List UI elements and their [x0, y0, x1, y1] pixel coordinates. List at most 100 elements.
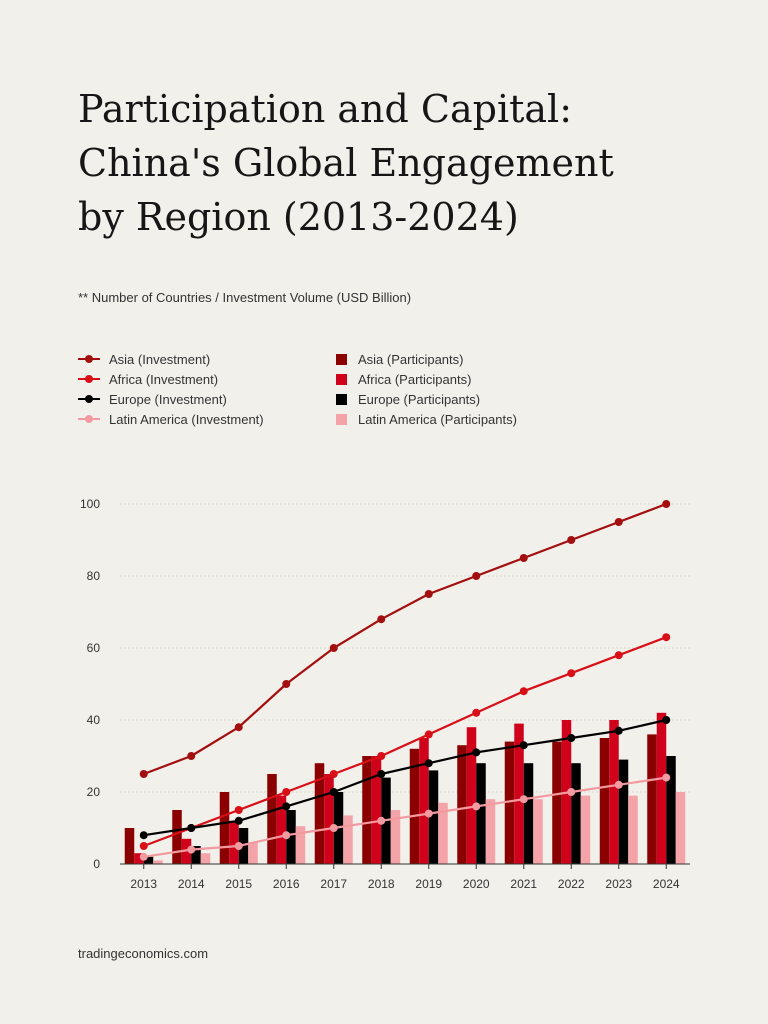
bar: [514, 723, 524, 864]
bar: [371, 756, 382, 864]
data-point: [519, 741, 528, 750]
bar: [153, 860, 163, 864]
legend-bars: Asia (Participants) Africa (Participants…: [336, 349, 517, 429]
series-line: [143, 776, 667, 858]
title-line-2: China's Global Engagement: [78, 141, 614, 185]
data-point: [662, 716, 671, 724]
bar: [200, 853, 211, 864]
line-marker-icon: [78, 415, 100, 423]
legend-item-africa-participants[interactable]: Africa (Participants): [336, 369, 517, 389]
bar: [428, 770, 439, 864]
data-point: [282, 831, 291, 840]
legend-item-asia-investment[interactable]: Asia (Investment): [78, 349, 264, 369]
line-marker-icon: [78, 355, 100, 363]
title-line-1: Participation and Capital:: [78, 87, 572, 131]
bar: [533, 799, 543, 864]
bar: [229, 820, 239, 864]
data-point: [519, 795, 528, 804]
bar: [343, 815, 353, 864]
data-point: [424, 730, 433, 739]
bar: [523, 763, 534, 864]
title-line-3: by Region (2013-2024): [78, 195, 519, 239]
data-point: [377, 752, 386, 760]
y-tick-label: 40: [87, 713, 101, 727]
data-point: [472, 748, 481, 757]
legend-item-europe-participants[interactable]: Europe (Participants): [336, 389, 517, 409]
bar: [476, 763, 486, 864]
data-point: [472, 572, 481, 580]
bar: [666, 756, 676, 864]
line-series-group: [139, 500, 671, 861]
legend-lines: Asia (Investment) Africa (Investment) Eu…: [78, 349, 264, 429]
data-point: [614, 780, 623, 789]
data-point: [139, 770, 148, 778]
bar: [419, 738, 429, 864]
square-swatch-icon: [336, 393, 347, 405]
data-point: [377, 816, 386, 825]
legend-label: Africa (Participants): [358, 371, 472, 387]
bar: [675, 792, 686, 864]
data-point: [329, 788, 338, 796]
data-point: [377, 770, 386, 778]
data-point: [234, 723, 243, 732]
legend-label: Asia (Participants): [358, 351, 464, 367]
bar: [457, 745, 467, 864]
x-tick-label: 2017: [320, 877, 347, 891]
bar: [409, 748, 420, 864]
bar: [219, 792, 230, 864]
data-point: [662, 500, 671, 508]
x-tick-label: 2024: [653, 877, 680, 891]
bar: [552, 741, 562, 864]
bar: [248, 842, 258, 864]
data-point: [139, 842, 148, 850]
y-tick-label: 20: [87, 785, 101, 799]
legend-label: Latin America (Investment): [109, 411, 264, 427]
bar: [628, 795, 638, 864]
x-tick-label: 2015: [225, 877, 252, 891]
legend-label: Asia (Investment): [109, 351, 211, 367]
x-tick-label: 2013: [130, 877, 157, 891]
chart-subtitle: ** Number of Countries / Investment Volu…: [78, 290, 412, 305]
x-axis: 2013 2014 2015 2016 2017 2018 2019 2020 2021 2022…: [120, 863, 690, 891]
legend-item-africa-investment[interactable]: Africa (Investment): [78, 369, 264, 389]
data-point: [472, 708, 481, 717]
data-point: [282, 788, 291, 796]
legend-item-latam-investment[interactable]: Latin America (Investment): [78, 409, 264, 429]
data-point: [234, 806, 243, 814]
data-point: [614, 726, 623, 735]
x-tick-label: 2014: [178, 877, 205, 891]
legend-item-europe-investment[interactable]: Europe (Investment): [78, 389, 264, 409]
square-swatch-icon: [336, 413, 347, 425]
data-point: [567, 788, 576, 796]
x-tick-label: 2019: [415, 877, 442, 891]
line-marker-icon: [78, 395, 100, 403]
data-point: [472, 802, 481, 811]
legend-item-asia-participants[interactable]: Asia (Participants): [336, 349, 517, 369]
x-tick-label: 2023: [605, 877, 632, 891]
y-tick-label: 60: [87, 641, 101, 655]
legend-item-latam-participants[interactable]: Latin America (Participants): [336, 409, 517, 429]
data-point: [234, 816, 243, 825]
gridlines: [120, 503, 690, 793]
bar: [599, 738, 610, 864]
series-line: [143, 502, 667, 776]
data-point: [187, 845, 196, 854]
data-point: [614, 518, 623, 526]
x-tick-label: 2020: [463, 877, 490, 891]
bar: [656, 712, 667, 864]
bar: [286, 810, 296, 864]
data-point: [519, 687, 528, 696]
data-point: [424, 590, 433, 598]
data-point: [662, 773, 671, 782]
data-point: [567, 734, 576, 742]
bar: [571, 763, 581, 864]
bar: [276, 795, 287, 864]
bar: [134, 853, 144, 864]
x-tick-label: 2016: [273, 877, 300, 891]
square-swatch-icon: [336, 353, 347, 365]
bar: [314, 763, 325, 864]
y-tick-label: 0: [93, 857, 100, 871]
bar: [390, 810, 401, 864]
y-axis: 0 20 40 60 80 100: [80, 497, 100, 871]
chart-title: Participation and Capital: China's Globa…: [78, 82, 718, 244]
